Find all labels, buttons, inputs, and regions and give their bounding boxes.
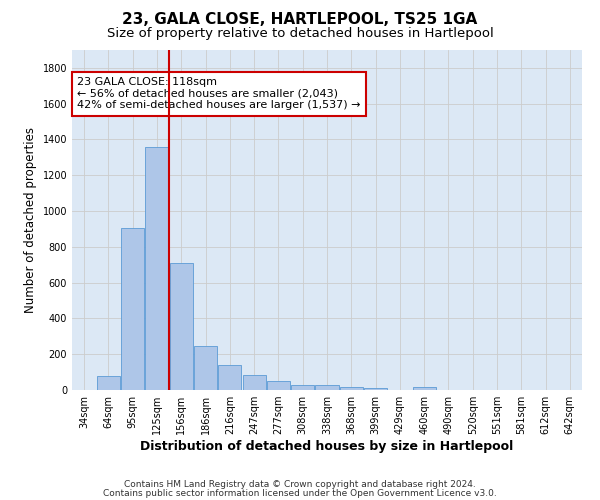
Bar [364,388,387,390]
Bar [242,375,266,390]
Bar [218,365,241,390]
X-axis label: Distribution of detached houses by size in Hartlepool: Distribution of detached houses by size … [140,440,514,453]
Bar [291,384,314,390]
Bar [340,387,363,390]
Bar [145,146,169,390]
Bar [267,381,290,390]
Y-axis label: Number of detached properties: Number of detached properties [24,127,37,313]
Bar [316,385,338,390]
Bar [194,346,217,390]
Bar [413,387,436,390]
Text: Contains HM Land Registry data © Crown copyright and database right 2024.: Contains HM Land Registry data © Crown c… [124,480,476,489]
Bar [97,376,120,390]
Text: 23 GALA CLOSE: 118sqm
← 56% of detached houses are smaller (2,043)
42% of semi-d: 23 GALA CLOSE: 118sqm ← 56% of detached … [77,77,361,110]
Text: Contains public sector information licensed under the Open Government Licence v3: Contains public sector information licen… [103,488,497,498]
Bar [170,263,193,390]
Text: Size of property relative to detached houses in Hartlepool: Size of property relative to detached ho… [107,28,493,40]
Bar [121,228,144,390]
Text: 23, GALA CLOSE, HARTLEPOOL, TS25 1GA: 23, GALA CLOSE, HARTLEPOOL, TS25 1GA [122,12,478,28]
